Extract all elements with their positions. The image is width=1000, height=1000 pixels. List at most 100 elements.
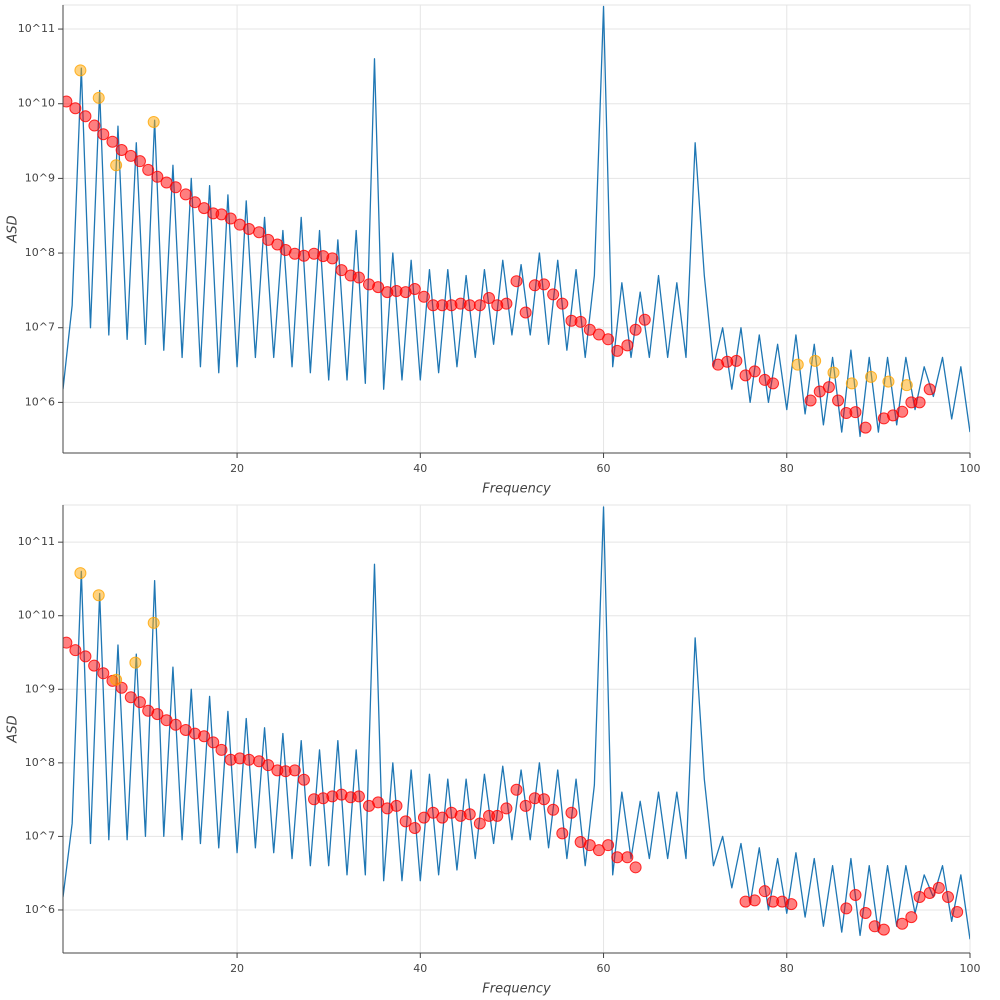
scatter-point	[804, 394, 817, 407]
scatter-point	[840, 902, 853, 915]
scatter-point	[592, 844, 605, 857]
scatter-point	[124, 691, 137, 704]
y-tick-label: 10^10	[18, 609, 55, 622]
scatter-point	[500, 802, 513, 815]
scatter-point	[390, 799, 403, 812]
scatter-point	[463, 299, 476, 312]
scatter-point	[913, 891, 926, 904]
scatter-point	[69, 644, 82, 657]
y-axis-label: ASD	[6, 715, 21, 743]
scatter-point	[510, 275, 523, 288]
scatter-point	[63, 636, 73, 649]
scatter-point	[417, 811, 430, 824]
scatter-point	[215, 743, 228, 756]
scatter-point	[896, 405, 909, 418]
scatter-point	[129, 656, 142, 669]
scatter-point	[537, 793, 550, 806]
scatter-point	[859, 906, 872, 919]
x-axis-label: Frequency	[482, 982, 551, 997]
scatter-point	[519, 306, 532, 319]
scatter-point	[638, 313, 651, 326]
scatter-point	[147, 115, 160, 128]
scatter-point	[932, 881, 945, 894]
x-tick-label: 100	[960, 962, 981, 975]
x-tick-label: 100	[960, 462, 981, 475]
scatter-point	[179, 188, 192, 201]
scatter-point	[253, 226, 266, 239]
scatter-point	[92, 91, 105, 104]
scatter-point	[923, 383, 936, 396]
axes: 20 40 60 80 100 10^6 10^7 10^8 10^9 10^10 10^11 Fre…	[6, 5, 981, 997]
scatter-point	[198, 730, 211, 743]
scatter-point	[151, 708, 164, 721]
plot-frame	[62, 4, 971, 454]
scatter-point	[110, 673, 123, 686]
y-tick-label: 10^11	[18, 535, 55, 548]
spectrum-line	[63, 506, 970, 940]
scatter-point	[124, 149, 137, 162]
scatter-point	[951, 905, 964, 918]
scatter-point	[473, 817, 486, 830]
scatter-point	[408, 283, 421, 296]
scatter-point	[147, 616, 160, 629]
x-tick-label: 40	[413, 462, 427, 475]
scatter-point	[69, 102, 82, 115]
scatter-point	[845, 377, 858, 390]
scatter-point	[207, 736, 220, 749]
scatter-point	[822, 381, 835, 394]
scatter-point	[913, 396, 926, 409]
y-tick-label: 10^11	[18, 22, 55, 35]
spectrum-line	[63, 5, 970, 438]
scatter-point	[88, 659, 101, 672]
scatter-point	[785, 898, 798, 911]
scatter-point	[832, 394, 845, 407]
scatter-point	[224, 212, 237, 225]
scatter-point	[859, 421, 872, 434]
y-tick-label: 10^8	[25, 756, 55, 769]
scatter-point	[352, 790, 365, 803]
scatter-point	[905, 911, 918, 924]
scatter-point	[500, 297, 513, 310]
scatter-point	[352, 271, 365, 284]
scatter-point	[547, 803, 560, 816]
scatter-point	[565, 806, 578, 819]
scatter-point	[730, 354, 743, 367]
scatter-point	[491, 809, 504, 822]
scatter-point	[79, 650, 92, 663]
scatter-point	[335, 264, 348, 277]
x-tick-label: 60	[597, 462, 611, 475]
scatter-point	[537, 278, 550, 291]
scatter-point	[809, 354, 822, 367]
scatter-point	[142, 163, 155, 176]
scatter-point	[133, 155, 146, 168]
scatter-point	[169, 718, 182, 731]
y-axis-label: ASD	[6, 215, 21, 243]
scatter-point	[827, 366, 840, 379]
scatter-point	[79, 110, 92, 123]
x-tick-label: 80	[780, 962, 794, 975]
scatter-point	[483, 292, 496, 305]
scatter-point	[602, 839, 615, 852]
scatter-point	[160, 176, 173, 189]
scatter-point	[602, 333, 615, 346]
x-tick-label: 80	[780, 462, 794, 475]
y-tick-label: 10^9	[25, 171, 55, 184]
scatter-point	[510, 783, 523, 796]
scatter-point	[169, 181, 182, 194]
scatter-point	[74, 64, 87, 77]
scatter-point	[556, 297, 569, 310]
scatter-point	[436, 811, 449, 824]
scatter-point	[297, 773, 310, 786]
y-tick-label: 10^10	[18, 97, 55, 110]
scatter-point	[97, 128, 110, 141]
scatter-point	[748, 365, 761, 378]
scatter-point	[74, 567, 87, 580]
scatter-point	[583, 323, 596, 336]
scatter-point	[473, 299, 486, 312]
scatter-point	[417, 290, 430, 303]
scatter-point	[896, 917, 909, 930]
scatter-point	[92, 589, 105, 602]
scatter-point	[297, 249, 310, 262]
y-tick-label: 10^9	[25, 682, 55, 695]
